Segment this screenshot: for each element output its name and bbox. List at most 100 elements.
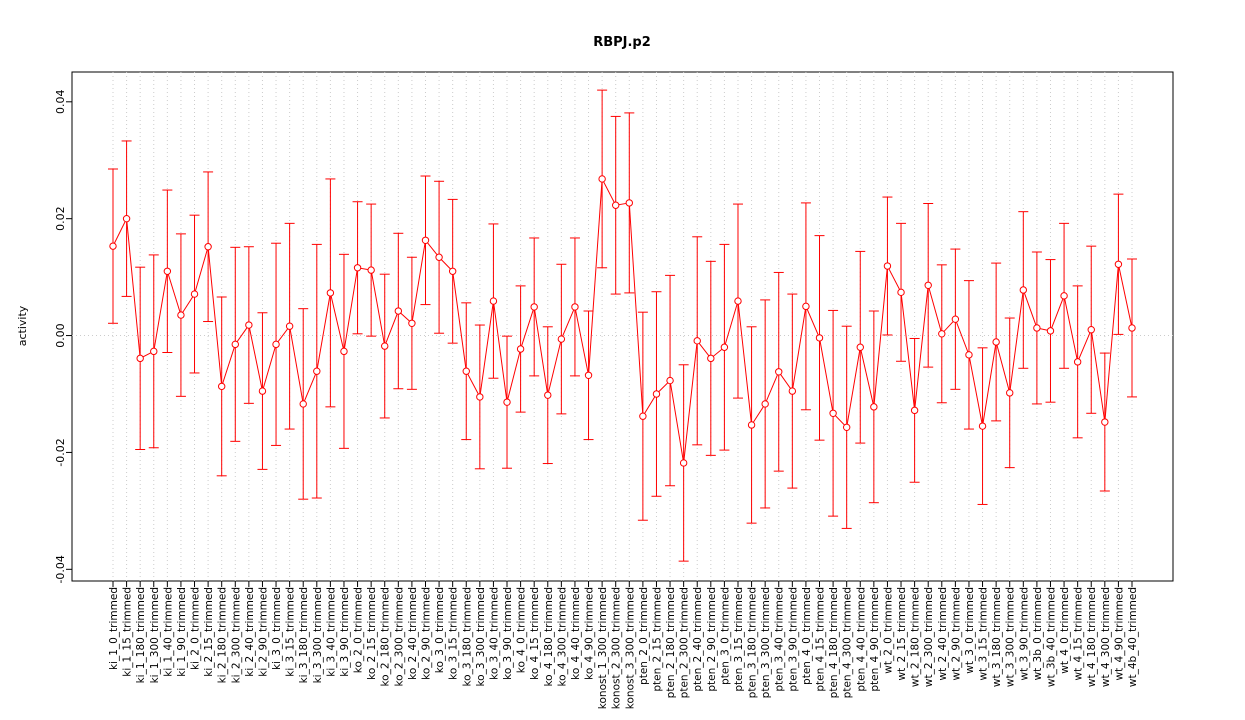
x-tick-label: ko_4_300_trimmed — [556, 587, 568, 687]
data-point — [571, 303, 579, 311]
x-tick-label: wt_3_90_trimmed — [1018, 587, 1030, 680]
data-point — [1114, 260, 1123, 268]
x-tick-label: ko_2_90_trimmed — [420, 587, 432, 680]
data-point — [285, 322, 294, 330]
data-point — [557, 335, 566, 343]
data-point — [747, 421, 756, 429]
x-tick-label: ko_2_15_trimmed — [366, 587, 378, 680]
data-point — [204, 243, 212, 251]
x-tick-label: ko_4_40_trimmed — [570, 587, 582, 680]
data-point — [788, 387, 797, 395]
y-tick-label: 0.02 — [54, 206, 67, 231]
data-point — [1073, 358, 1082, 366]
y-tick-label: 0.00 — [54, 323, 67, 348]
data-point — [992, 338, 1000, 346]
data-point — [666, 376, 674, 385]
x-tick-label: wt_4_300_trimmed — [1100, 587, 1112, 687]
x-tick-label: konost_1_300_trimmed — [597, 587, 609, 709]
data-point — [1033, 324, 1041, 332]
x-tick-label: ki_3_40_trimmed — [325, 587, 337, 677]
data-point — [516, 345, 525, 353]
data-point — [965, 351, 973, 359]
x-tick-label: ko_3_300_trimmed — [475, 587, 487, 687]
data-point — [313, 367, 321, 375]
data-point — [761, 400, 769, 408]
data-point — [734, 297, 742, 305]
x-tick-label: pten_4_40_trimmed — [855, 587, 867, 692]
data-point — [1060, 292, 1068, 300]
x-tick-label: wt_2_40_trimmed — [937, 587, 949, 680]
data-point — [856, 343, 864, 351]
data-point — [883, 262, 892, 270]
x-tick-label: ki_3_0_trimmed — [271, 587, 283, 670]
x-tick-label: wt_3_300_trimmed — [1005, 587, 1017, 687]
data-point — [435, 253, 443, 261]
x-tick-label: pten_2_0_trimmed — [638, 587, 650, 685]
x-tick-label: ko_4_15_trimmed — [529, 587, 541, 680]
y-tick-label: 0.04 — [54, 90, 67, 115]
data-point — [802, 302, 810, 311]
x-tick-label: ko_2_180_trimmed — [380, 587, 392, 687]
x-tick-label: pten_4_180_trimmed — [828, 587, 840, 698]
x-tick-label: ko_2_300_trimmed — [393, 587, 405, 687]
x-tick-label: wt_4_15_trimmed — [1073, 587, 1085, 680]
x-tick-label: wt_3b_40_trimmed — [1045, 587, 1057, 687]
x-tick-label: pten_3_15_trimmed — [733, 587, 745, 692]
data-point — [1101, 418, 1109, 426]
data-point — [258, 387, 267, 395]
data-point — [299, 400, 307, 408]
data-point — [829, 409, 837, 417]
data-point — [530, 303, 538, 311]
x-tick-label: wt_2_15_trimmed — [896, 587, 908, 680]
data-point — [109, 242, 117, 250]
x-tick-label: ki_3_90_trimmed — [339, 587, 351, 677]
x-tick-label: ko_4_0_trimmed — [516, 587, 528, 673]
data-point — [190, 290, 199, 298]
x-tick-label: ki_1_40_trimmed — [162, 587, 174, 677]
data-point — [584, 371, 593, 379]
x-tick-label: wt_4_180_trimmed — [1086, 587, 1098, 687]
data-point — [462, 367, 470, 375]
data-point — [381, 342, 389, 350]
data-point — [231, 340, 239, 349]
data-point — [842, 423, 851, 432]
chart-title: RBPJ.p2 — [593, 35, 651, 50]
data-point — [815, 334, 824, 342]
x-tick-label: pten_4_90_trimmed — [869, 587, 881, 692]
data-point — [679, 459, 688, 467]
data-point — [394, 307, 403, 315]
x-tick-label: ki_1_15_trimmed — [122, 587, 134, 677]
data-point — [775, 368, 783, 376]
data-point — [1128, 324, 1136, 332]
data-point — [978, 422, 987, 430]
x-tick-label: ki_1_300_trimmed — [149, 587, 161, 683]
x-tick-label: ki_3_15_trimmed — [285, 587, 297, 677]
x-tick-label: ko_4_180_trimmed — [543, 587, 555, 687]
data-point — [720, 343, 729, 351]
data-point — [598, 175, 606, 183]
data-point — [367, 266, 375, 274]
data-point — [448, 267, 457, 275]
y-tick-label: -0.02 — [54, 438, 67, 466]
data-point — [652, 390, 661, 398]
data-point — [353, 264, 362, 272]
data-point — [272, 340, 280, 349]
data-point — [150, 347, 158, 356]
x-tick-label: ki_2_15_trimmed — [203, 587, 215, 677]
x-tick-label: wt_2_0_trimmed — [882, 587, 894, 674]
x-tick-label: wt_2_180_trimmed — [910, 587, 922, 687]
x-tick-label: pten_2_90_trimmed — [706, 587, 718, 692]
x-tick-label: wt_3_15_trimmed — [978, 587, 990, 680]
x-tick-label: pten_2_15_trimmed — [651, 587, 663, 692]
x-tick-label: ki_2_90_trimmed — [257, 587, 269, 677]
x-tick-label: ko_2_0_trimmed — [353, 587, 365, 673]
x-tick-label: pten_3_0_trimmed — [719, 587, 731, 685]
data-point — [217, 382, 226, 391]
series-line — [112, 177, 1133, 464]
x-tick-label: konost_3_300_trimmed — [624, 587, 636, 709]
x-tick-label: pten_3_90_trimmed — [787, 587, 799, 692]
data-point — [122, 214, 131, 223]
data-point — [707, 354, 715, 363]
x-tick-label: ki_2_180_trimmed — [217, 587, 229, 683]
